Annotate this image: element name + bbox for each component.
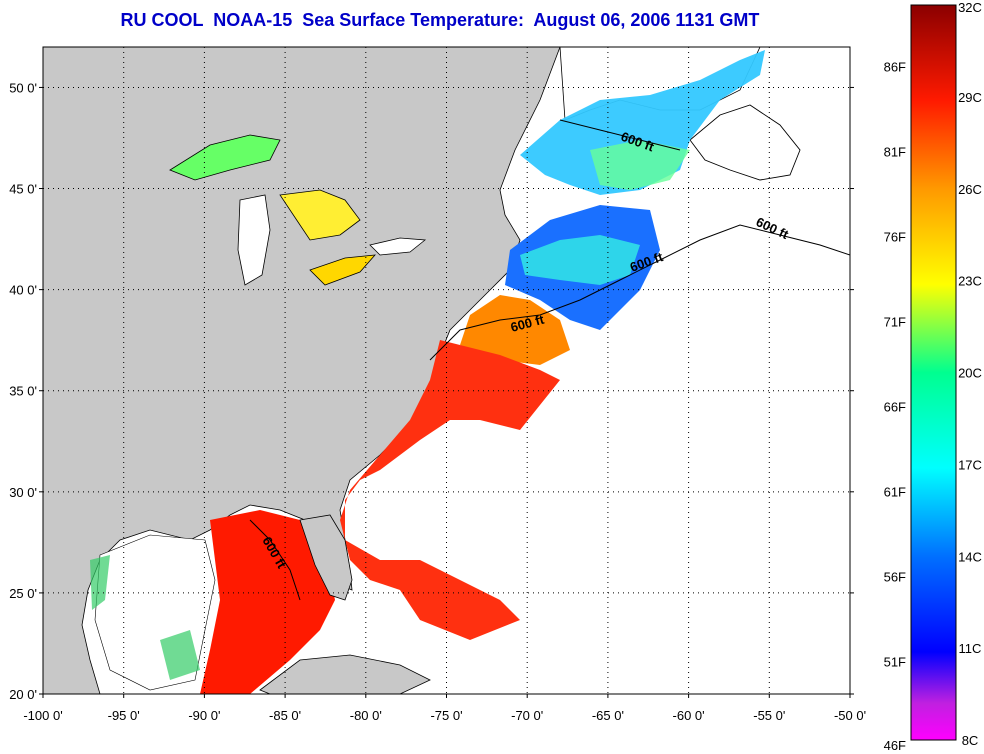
x-tick-label: -100 0' bbox=[23, 708, 62, 723]
colorbar-fahrenheit-label: 86F bbox=[884, 59, 906, 74]
colorbar-celsius-label: 32C bbox=[958, 0, 982, 15]
lake-huron bbox=[279, 189, 361, 241]
y-tick-label: 40 0' bbox=[9, 283, 37, 298]
gulf-st-lawrence-sst bbox=[520, 50, 765, 195]
colorbar-fahrenheit-label: 66F bbox=[884, 400, 906, 415]
y-axis-ticks: 20 0' 25 0' 30 0' 35 0' 40 0' 45 0' 50 0' bbox=[9, 80, 854, 702]
colorbar-celsius-label: 14C bbox=[958, 549, 982, 564]
land-newfoundland bbox=[689, 104, 801, 181]
colorbar-fahrenheit-label: 51F bbox=[884, 655, 906, 670]
y-tick-label: 45 0' bbox=[9, 182, 37, 197]
x-tick-label: -95 0' bbox=[108, 708, 140, 723]
y-tick-label: 20 0' bbox=[9, 687, 37, 702]
lake-superior bbox=[169, 134, 281, 181]
colorbar bbox=[910, 4, 957, 741]
x-tick-label: -65 0' bbox=[592, 708, 624, 723]
colorbar-celsius-label: 8C bbox=[962, 733, 979, 748]
x-axis-ticks: -100 0' -95 0' -90 0' -85 0' -80 0' -75 0' -70… bbox=[23, 694, 866, 723]
lake-erie bbox=[309, 254, 376, 286]
colorbar-celsius-label: 11C bbox=[959, 641, 982, 656]
map-title: RU COOL NOAA-15 Sea Surface Temperature:… bbox=[120, 10, 760, 30]
colorbar-fahrenheit-label: 61F bbox=[884, 485, 906, 500]
gulf-of-mexico-sst bbox=[200, 510, 335, 694]
colorbar-celsius-label: 26C bbox=[958, 182, 982, 197]
x-tick-label: -85 0' bbox=[269, 708, 301, 723]
colorbar-labels: 32C 29C 26C 23C 20C 17C 14C 11C 8C 86F 81F 76F 71F 66… bbox=[884, 0, 982, 753]
colorbar-celsius-label: 23C bbox=[958, 274, 982, 289]
colorbar-fahrenheit-label: 81F bbox=[884, 144, 906, 159]
mid-atlantic-sst bbox=[460, 295, 570, 365]
land-cuba bbox=[259, 654, 431, 694]
x-tick-label: -75 0' bbox=[430, 708, 462, 723]
y-tick-label: 30 0' bbox=[9, 485, 37, 500]
land-florida bbox=[299, 514, 353, 601]
colorbar-fahrenheit-label: 76F bbox=[884, 229, 906, 244]
colorbar-fahrenheit-label: 46F bbox=[884, 738, 906, 753]
x-tick-label: -90 0' bbox=[188, 708, 220, 723]
y-tick-label: 35 0' bbox=[9, 384, 37, 399]
lake-michigan bbox=[237, 194, 271, 286]
y-tick-label: 25 0' bbox=[9, 586, 37, 601]
western-gulf-patches bbox=[90, 555, 200, 680]
colorbar-celsius-label: 20C bbox=[958, 366, 982, 381]
x-tick-label: -50 0' bbox=[834, 708, 866, 723]
gulf-st-lawrence-warm bbox=[590, 140, 690, 190]
colorbar-fahrenheit-label: 56F bbox=[884, 570, 906, 585]
x-tick-label: -55 0' bbox=[753, 708, 785, 723]
scotian-shelf-cyan bbox=[520, 235, 640, 285]
colorbar-celsius-label: 17C bbox=[958, 457, 982, 472]
x-tick-label: -60 0' bbox=[673, 708, 705, 723]
southeast-shelf-sst bbox=[340, 340, 560, 640]
y-tick-label: 50 0' bbox=[9, 80, 37, 95]
colorbar-celsius-label: 29C bbox=[958, 90, 982, 105]
colorbar-fahrenheit-label: 71F bbox=[884, 314, 906, 329]
x-tick-label: -70 0' bbox=[511, 708, 543, 723]
x-tick-label: -80 0' bbox=[350, 708, 382, 723]
isobath-600ft-line bbox=[249, 119, 850, 601]
lake-ontario bbox=[369, 237, 427, 256]
